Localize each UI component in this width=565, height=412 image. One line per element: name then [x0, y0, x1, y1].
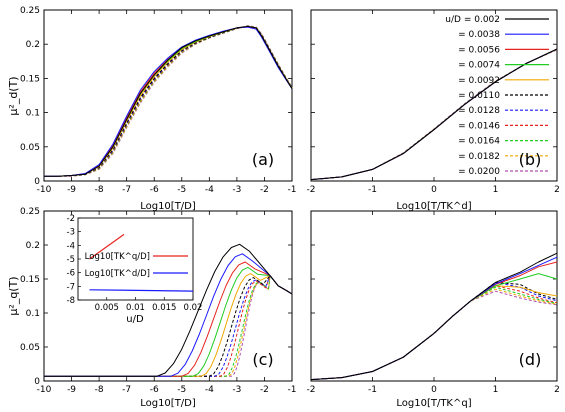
panel-c-xtick-label: -5 — [177, 385, 186, 395]
inset-legend-label: Log10[TK^d/D] — [85, 269, 150, 279]
panel-a-xtick-label: -9 — [67, 185, 76, 195]
panel-a-xlabel: Log10[T/D] — [140, 201, 196, 212]
inset-xtick-label: 0.01 — [126, 303, 145, 313]
panel-c-series-line — [44, 275, 293, 377]
panel-a-series-line — [44, 26, 293, 177]
panel-b-label: (b) — [519, 150, 542, 169]
panel-c-series-line — [44, 275, 293, 377]
legend-entry-label: = 0.0146 — [458, 121, 500, 131]
panel-b-xtick-label: -2 — [307, 185, 316, 195]
inset-series-line — [89, 289, 194, 292]
panel-a-label: (a) — [252, 150, 274, 169]
panel-c-ytick-label: 0.2 — [26, 241, 40, 251]
inset-ytick-label: -6 — [67, 269, 75, 279]
inset-xtick-label: 0.015 — [152, 303, 176, 313]
legend-entry-label: = 0.0056 — [458, 45, 500, 55]
legend-entry-label: u/D = 0.002 — [445, 15, 500, 25]
legend-entry-label: = 0.0110 — [458, 91, 500, 101]
panel-c-ytick-label: 0.1 — [26, 309, 40, 319]
panel-c-ytick-label: 0.25 — [20, 207, 40, 217]
inset-frame — [77, 217, 194, 301]
panel-c-ytick-label: 0.15 — [20, 275, 40, 285]
inset-ytick-label: -8 — [67, 296, 75, 306]
panel-c-xlabel: Log10[T/D] — [140, 398, 196, 409]
panel-c-xtick-label: -1 — [288, 385, 297, 395]
panel-c-ytick-label: 0.05 — [20, 343, 40, 353]
panel-a-ytick-label: 0.05 — [20, 143, 40, 153]
panel-d-xtick-label: 2 — [554, 385, 560, 395]
panel-c-xtick-label: -4 — [205, 385, 214, 395]
panel-a-xtick-label: -1 — [288, 185, 297, 195]
legend-entry-label: = 0.0128 — [458, 106, 500, 116]
panel-d-xtick-label: -1 — [368, 385, 377, 395]
panel-a-ytick-label: 0.15 — [20, 74, 40, 84]
panel-c-ylabel: μ²_q(T) — [7, 276, 20, 315]
inset-series-line — [89, 233, 125, 260]
panel-a-xtick-label: -7 — [122, 185, 131, 195]
panel-c-xtick-label: -9 — [67, 385, 76, 395]
panel-d-xlabel: Log10[T/TK^q] — [396, 398, 471, 409]
panel-c-xtick-label: -7 — [122, 385, 131, 395]
inset-xtick-label: 0.02 — [184, 303, 203, 313]
panel-c-xtick-label: -2 — [260, 385, 269, 395]
panel-c-frame — [43, 210, 293, 382]
legend-entry-label: = 0.0182 — [458, 152, 500, 162]
panel-a-ytick-label: 0.25 — [20, 6, 40, 16]
panel-c-xtick-label: -3 — [232, 385, 241, 395]
panel-a-ytick-label: 0.2 — [26, 40, 40, 50]
panel-c-ytick-label: 0 — [34, 377, 40, 387]
legend-entry-label: = 0.0038 — [458, 30, 500, 40]
panel-b-xtick-label: 2 — [554, 185, 560, 195]
panel-c-xtick-label: -6 — [150, 385, 159, 395]
panel-d-series-line — [310, 252, 558, 381]
panel-a-frame — [43, 9, 293, 182]
panel-a-xtick-label: -3 — [232, 185, 241, 195]
inset-xlabel: u/D — [126, 314, 144, 325]
inset-ytick-label: -2 — [67, 214, 75, 224]
panel-a-ylabel: μ²_d(T) — [7, 76, 20, 115]
inset-xtick-label: 0.005 — [95, 303, 119, 313]
panel-a-xtick-label: -10 — [37, 185, 52, 195]
panel-d-xtick-label: 1 — [493, 385, 499, 395]
panel-a-ytick-label: 0.1 — [26, 109, 40, 119]
panel-a-ytick-label: 0 — [34, 177, 40, 187]
legend-entry-label: = 0.0200 — [458, 167, 500, 177]
panel-d-label: (d) — [519, 350, 542, 369]
legend-entry-label: = 0.0092 — [458, 76, 500, 86]
panel-c-xtick-label: -8 — [95, 385, 104, 395]
legend-entry-label: = 0.0074 — [458, 61, 500, 71]
inset-ytick-label: -4 — [67, 241, 75, 251]
panel-b-series-line — [310, 48, 558, 181]
inset-legend-label: Log10[TK^q/D] — [85, 252, 150, 262]
panel-a-xtick-label: -2 — [260, 185, 269, 195]
inset-ytick-label: -3 — [67, 228, 75, 238]
inset-ytick-label: -5 — [67, 255, 75, 265]
panel-a-xtick-label: -6 — [150, 185, 159, 195]
panel-a-xtick-label: -8 — [95, 185, 104, 195]
panel-a-xtick-label: -4 — [205, 185, 214, 195]
panel-d-xtick-label: -2 — [307, 385, 316, 395]
panel-a-xtick-label: -5 — [177, 185, 186, 195]
panel-d-xtick-label: 0 — [431, 385, 437, 395]
panel-c-label: (c) — [252, 350, 273, 369]
panel-c-xtick-label: -10 — [37, 385, 52, 395]
panel-c-series-line — [44, 275, 293, 377]
inset-ytick-label: -7 — [67, 282, 75, 292]
panel-b-xtick-label: -1 — [368, 185, 377, 195]
legend-entry-label: = 0.0164 — [458, 137, 500, 147]
panel-a-series-line — [44, 25, 293, 177]
panel-c-series-line — [44, 243, 293, 377]
panel-b-xlabel: Log10[T/TK^d] — [396, 201, 471, 212]
panel-b-xtick-label: 0 — [431, 185, 437, 195]
panel-b-xtick-label: 1 — [493, 185, 499, 195]
